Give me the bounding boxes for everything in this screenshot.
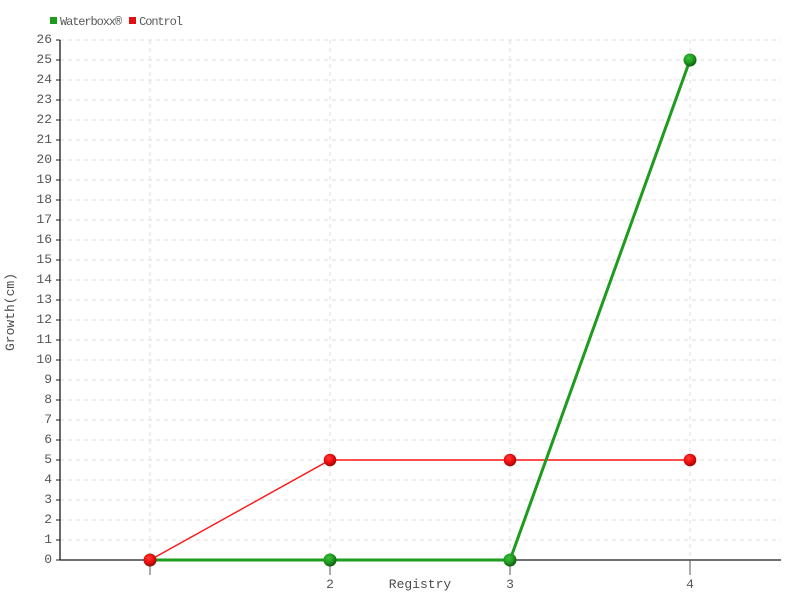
svg-text:18: 18 <box>36 192 52 207</box>
svg-text:2: 2 <box>44 512 52 527</box>
svg-text:3: 3 <box>506 577 514 592</box>
svg-text:21: 21 <box>36 132 52 147</box>
svg-text:9: 9 <box>44 372 52 387</box>
svg-text:13: 13 <box>36 292 52 307</box>
svg-text:2: 2 <box>326 577 334 592</box>
svg-text:8: 8 <box>44 392 52 407</box>
svg-text:11: 11 <box>36 332 52 347</box>
svg-text:4: 4 <box>44 472 52 487</box>
svg-text:12: 12 <box>36 312 52 327</box>
svg-text:14: 14 <box>36 272 52 287</box>
svg-text:7: 7 <box>44 412 52 427</box>
svg-text:0: 0 <box>44 552 52 567</box>
svg-text:3: 3 <box>44 492 52 507</box>
svg-text:5: 5 <box>44 452 52 467</box>
svg-text:10: 10 <box>36 352 52 367</box>
svg-text:6: 6 <box>44 432 52 447</box>
svg-text:15: 15 <box>36 252 52 267</box>
svg-text:25: 25 <box>36 52 52 67</box>
svg-text:22: 22 <box>36 112 52 127</box>
svg-text:1: 1 <box>44 532 52 547</box>
svg-text:26: 26 <box>36 32 52 47</box>
svg-text:23: 23 <box>36 92 52 107</box>
svg-text:Growth(cm): Growth(cm) <box>3 273 18 351</box>
svg-text:20: 20 <box>36 152 52 167</box>
svg-text:17: 17 <box>36 212 52 227</box>
svg-text:Registry: Registry <box>389 577 452 592</box>
svg-text:4: 4 <box>686 577 694 592</box>
svg-text:19: 19 <box>36 172 52 187</box>
svg-text:24: 24 <box>36 72 52 87</box>
svg-text:16: 16 <box>36 232 52 247</box>
